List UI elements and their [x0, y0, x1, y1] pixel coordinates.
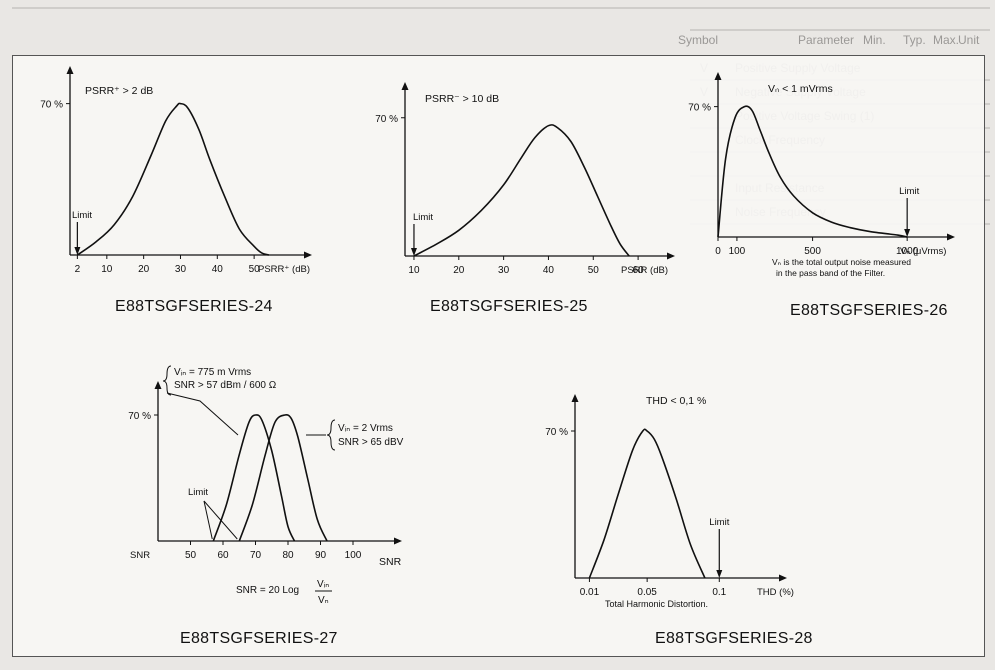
y-tick-label: 70 % — [375, 114, 398, 125]
bg-header-cell: Unit — [958, 33, 980, 47]
y-axis-arrow — [571, 394, 579, 402]
x-tick-label: 1000 — [896, 246, 919, 257]
series-label-0a: Vᵢₙ = 775 m Vrms — [174, 367, 251, 378]
bg-header-cell: Min. — [863, 33, 886, 47]
chart-title: THD < 0,1 % — [646, 395, 706, 407]
chart-title: PSRR⁻ > 10 dB — [425, 93, 499, 105]
y-tick-label: 70 % — [545, 427, 568, 438]
figure-label-28: E88TSGFSERIES-28 — [655, 630, 813, 647]
x-axis-arrow — [947, 233, 955, 241]
x-axis-arrow — [779, 574, 787, 582]
formula-denominator: Vₙ — [318, 595, 329, 606]
bg-header-cell: Max. — [933, 33, 959, 47]
series-line-0 — [717, 105, 908, 238]
x-tick-label: 60 — [217, 550, 229, 561]
x-tick-label: 60 — [633, 265, 645, 276]
y-tick-label: 70 % — [128, 411, 151, 422]
bg-header-cell: Parameter — [798, 33, 854, 47]
x-axis-label: SNR — [130, 550, 150, 561]
x-axis-arrow — [667, 252, 675, 260]
limit-label: Limit — [413, 212, 433, 223]
x-tick-label: 500 — [804, 246, 821, 257]
x-axis-arrow — [304, 251, 312, 259]
y-axis-arrow — [401, 82, 409, 90]
x-axis-label: Vₙ (μVrms) — [900, 246, 946, 257]
note-line-2: in the pass band of the Filter. — [776, 268, 885, 278]
x-tick-label: 2 — [75, 264, 81, 275]
figure-label-25: E88TSGFSERIES-25 — [430, 298, 588, 315]
chart-snr: 70 % 50 60 70 80 90 100 SNR SNR Vᵢₙ = 775 m Vrms S… — [128, 365, 404, 606]
series-line-0 — [212, 414, 296, 542]
x-tick-label: 80 — [282, 550, 294, 561]
x-tick-label: 0 — [715, 246, 721, 257]
x-tick-label: 40 — [543, 265, 555, 276]
formula-prefix: SNR = 20 Log — [236, 585, 299, 596]
chart-title: Vₙ < 1 mVrms — [768, 83, 833, 95]
y-tick-label: 70 % — [40, 100, 63, 111]
series-line-1 — [238, 414, 328, 542]
limit-label: Limit — [709, 517, 729, 528]
limit-leader-0 — [203, 500, 213, 540]
limit-leader-1 — [203, 500, 238, 540]
x-tick-label: 10 — [101, 264, 113, 275]
x-axis-label: PSRR (dB) — [621, 265, 668, 276]
bg-header-cell: Symbol — [678, 33, 718, 47]
brace-1 — [326, 419, 336, 451]
x-tick-label: 0.05 — [637, 587, 657, 598]
x-tick-label: 50 — [588, 265, 600, 276]
x-tick-label: 50 — [249, 264, 261, 275]
y-tick-label: 70 % — [688, 103, 711, 114]
x-axis-arrow — [394, 537, 402, 545]
limit-arrow-head — [74, 247, 81, 255]
series-label-1a: Vᵢₙ = 2 Vrms — [338, 423, 393, 434]
note-line-1: Vₙ is the total output noise measured — [772, 257, 911, 267]
x-tick-label: 0.1 — [712, 587, 726, 598]
limit-arrow-head — [410, 248, 417, 256]
x-tick-label: 70 — [250, 550, 262, 561]
figure-panel — [12, 55, 985, 657]
y-axis-arrow — [66, 66, 74, 74]
formula-numerator: Vᵢₙ — [317, 579, 329, 590]
figure-label-26: E88TSGFSERIES-26 — [790, 302, 948, 319]
limit-label: Limit — [72, 210, 92, 221]
series-label-1b: SNR > 65 dBV — [338, 437, 404, 448]
limit-label: Limit — [899, 186, 919, 197]
y-axis-arrow — [714, 72, 722, 80]
chart-thd: 70 % 0.01 0.05 0.1 THD (%) THD < 0,1 % Limit To… — [545, 394, 794, 609]
y-axis-arrow — [154, 381, 162, 389]
figure-label-27: E88TSGFSERIES-27 — [180, 630, 338, 647]
x-axis-label: PSRR⁺ (dB) — [258, 264, 310, 275]
x-tick-label: 20 — [453, 265, 465, 276]
leader-0 — [166, 392, 239, 436]
x-tick-label: 40 — [212, 264, 224, 275]
x-tick-label: 0.01 — [580, 587, 600, 598]
series-line-0 — [413, 124, 630, 257]
series-line-0 — [588, 428, 706, 579]
x-axis-label: SNR — [379, 556, 402, 568]
limit-label: Limit — [188, 487, 208, 498]
x-tick-label: 100 — [345, 550, 362, 561]
chart-title: PSRR⁺ > 2 dB — [85, 85, 153, 97]
series-line-0 — [76, 102, 270, 256]
x-tick-label: 20 — [138, 264, 150, 275]
series-label-0b: SNR > 57 dBm / 600 Ω — [174, 380, 277, 391]
x-axis-label: THD (%) — [757, 587, 794, 598]
x-tick-label: 50 — [185, 550, 197, 561]
x-tick-label: 10 — [408, 265, 420, 276]
x-tick-label: 90 — [315, 550, 327, 561]
x-tick-label: 30 — [175, 264, 187, 275]
limit-arrow-head — [904, 229, 911, 237]
note-label: Total Harmonic Distortion. — [605, 599, 708, 609]
bg-header-cell: Typ. — [903, 33, 926, 47]
x-tick-label: 100 — [729, 246, 746, 257]
x-tick-label: 30 — [498, 265, 510, 276]
limit-arrow-head — [716, 570, 723, 578]
brace-0 — [162, 365, 172, 396]
figure-label-24: E88TSGFSERIES-24 — [115, 298, 273, 315]
